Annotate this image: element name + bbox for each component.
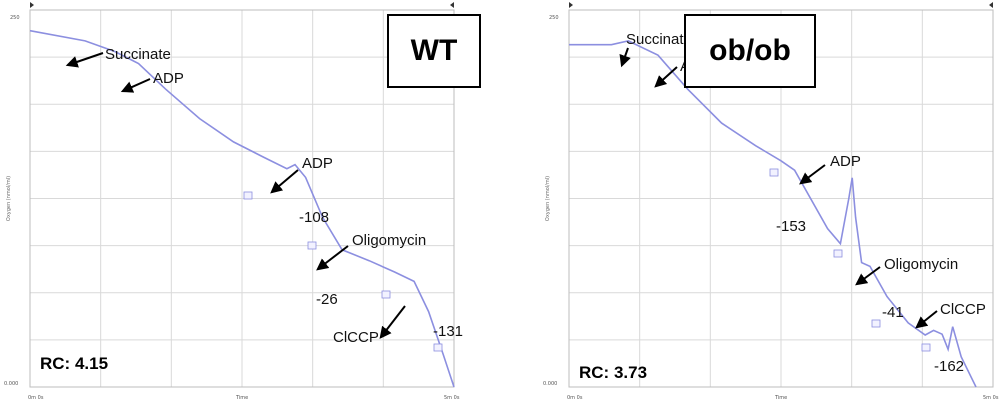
rate-annotation: -108 [299, 209, 329, 226]
annotation-arrow [799, 164, 826, 185]
reagent-annotation: ADP [153, 70, 184, 87]
reagent-annotation: Oligomycin [884, 256, 958, 273]
rate-annotation: -131 [433, 323, 463, 340]
annotation-arrow [855, 266, 881, 286]
annotation-arrow [120, 78, 151, 93]
chart-title: ob/ob [709, 34, 791, 67]
grid-lines [569, 10, 993, 387]
annotation-arrow [619, 47, 631, 68]
event-marker [433, 343, 443, 352]
y-tick-label: 0.000 [543, 381, 557, 387]
event-marker [307, 241, 317, 250]
annotation-arrow [654, 66, 678, 88]
event-marker [769, 168, 779, 177]
reagent-annotation: ClCCP [333, 329, 379, 346]
annotation-arrow [379, 305, 406, 339]
annotation-arrow [316, 245, 349, 271]
oxygen-trace-chart-wt: 250 0.000 0m 0s Time 5m 0s Oxygen (nmol/ml) Su… [4, 2, 463, 401]
plot-frame [29, 9, 455, 388]
x-tick-label: 0m 0s [567, 395, 583, 401]
condition-label-box: ob/ob [684, 14, 816, 88]
chart-title: WT [410, 34, 458, 67]
reagent-annotation: ClCCP [940, 301, 986, 318]
event-marker [833, 249, 843, 258]
plot-frame [568, 9, 994, 388]
reagent-annotation: ADP [302, 155, 333, 172]
end-marker-icon [989, 2, 993, 8]
x-tick-label: 5m 0s [983, 395, 999, 401]
oxygen-trace-line [29, 29, 455, 388]
end-marker-icon [450, 2, 454, 8]
y-axis-label: Oxygen (nmol/ml) [6, 176, 12, 221]
x-tick-label: Time [235, 395, 248, 401]
event-marker [243, 191, 253, 200]
annotation-arrow [65, 52, 104, 68]
x-tick-label: 5m 0s [444, 395, 460, 401]
event-marker [921, 343, 931, 352]
rate-annotation: -153 [776, 218, 806, 235]
event-marker [381, 290, 391, 299]
start-marker-icon [569, 2, 573, 8]
reagent-annotation: Succinate [626, 31, 692, 48]
chart-panel-wt: 250 0.000 0m 0s Time 5m 0s Oxygen (nmol/ml) Su… [0, 0, 482, 405]
reagent-annotation: Oligomycin [352, 232, 426, 249]
oxygen-trace-line [569, 40, 977, 388]
reagent-annotation: ADP [830, 153, 861, 170]
condition-label-box: WT [387, 14, 481, 88]
respiratory-control-ratio: RC: 3.73 [579, 363, 648, 382]
y-tick-label: 250 [549, 15, 559, 21]
rate-annotation: -26 [316, 291, 338, 308]
rate-annotation: -162 [934, 358, 964, 375]
y-tick-label: 250 [10, 15, 20, 21]
rate-annotation: -41 [882, 304, 904, 321]
reagent-annotation: Succinate [105, 46, 171, 63]
annotation-arrow [915, 310, 938, 329]
x-tick-label: 0m 0s [28, 395, 44, 401]
annotation-arrow [270, 169, 299, 194]
respiratory-control-ratio: RC: 4.15 [40, 354, 109, 373]
y-axis-label: Oxygen (nmol/ml) [545, 176, 551, 221]
event-marker [871, 319, 881, 328]
y-tick-label: 0.000 [4, 381, 18, 387]
oxygen-trace-chart-obob: 250 0.000 0m 0s Time 5m 0s Oxygen (nmol/ml) Su… [543, 2, 999, 401]
chart-panel-obob: 250 0.000 0m 0s Time 5m 0s Oxygen (nmol/ml) Su… [542, 0, 1002, 405]
grid-lines [30, 10, 454, 387]
start-marker-icon [30, 2, 34, 8]
x-tick-label: Time [774, 395, 787, 401]
